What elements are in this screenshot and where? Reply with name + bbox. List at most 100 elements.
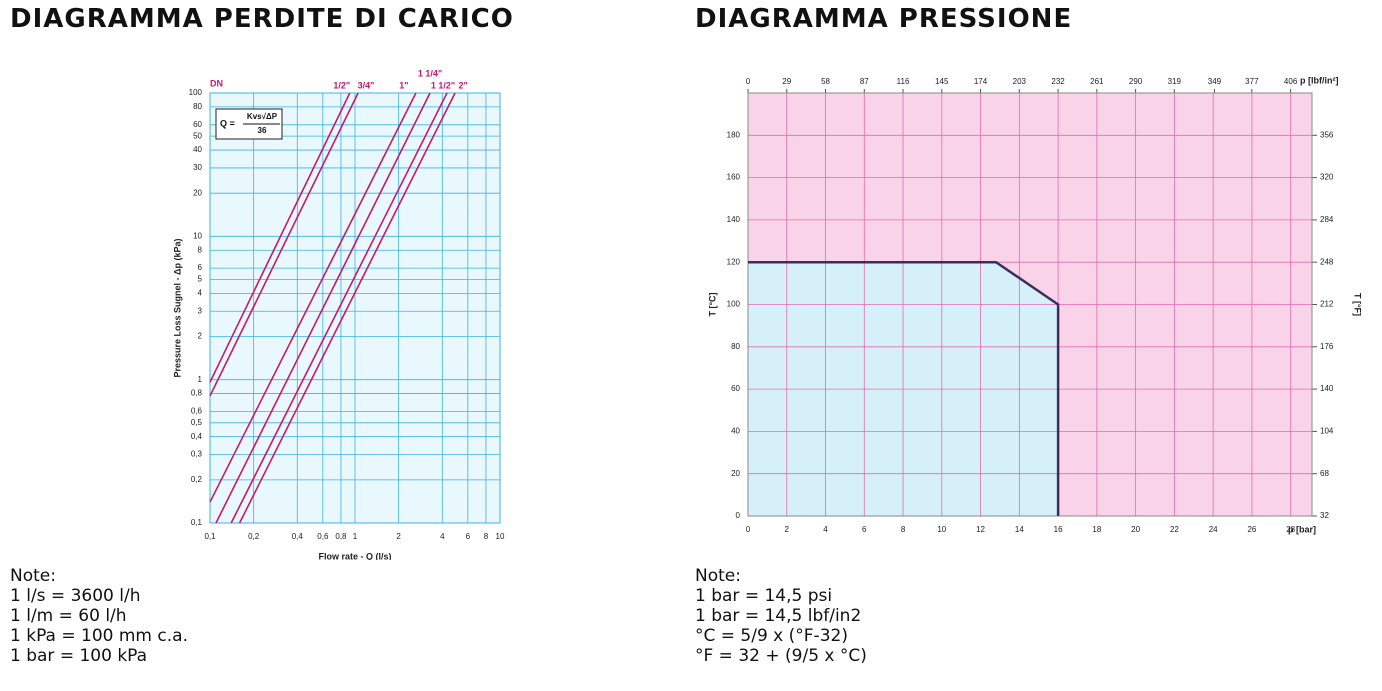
x2-tick-label: 377 bbox=[1245, 77, 1259, 86]
series-label: 1 1/4" bbox=[418, 68, 442, 78]
series-line bbox=[748, 260, 1060, 516]
y-tick-label: 100 bbox=[727, 300, 741, 309]
x2-tick-label: 58 bbox=[821, 77, 830, 86]
x2-tick-label: 349 bbox=[1208, 77, 1222, 86]
charts: 0,1 0,2 0,4 0,6 0,8 1 2 4 6 8 100,10,20,30,40,50,6… bbox=[172, 68, 1362, 560]
y2-tick-label: 32 bbox=[1320, 511, 1329, 520]
legend-title: DN bbox=[210, 78, 223, 88]
y-tick-label: 2 bbox=[198, 332, 203, 341]
x-tick-label: 10 bbox=[496, 532, 505, 541]
y2-tick-label: 356 bbox=[1320, 130, 1334, 139]
y-tick-label: 50 bbox=[193, 131, 202, 140]
x2-tick-label: 87 bbox=[860, 77, 869, 86]
formula-numerator: Kvs√ΔP bbox=[247, 112, 278, 121]
series-label: 1" bbox=[399, 80, 408, 90]
series-line bbox=[215, 92, 431, 524]
y-tick-label: 0 bbox=[736, 511, 741, 520]
series-line bbox=[209, 92, 417, 503]
y-tick-label: 80 bbox=[193, 102, 202, 111]
x-tick-label: 0,4 bbox=[292, 532, 304, 541]
y-tick-label: 1 bbox=[198, 375, 203, 384]
x-tick-label: 0,2 bbox=[248, 532, 260, 541]
y-tick-label: 60 bbox=[193, 120, 202, 129]
y-tick-label: 0,4 bbox=[191, 432, 203, 441]
x-tick-label: 4 bbox=[823, 525, 828, 534]
x-tick-label: 2 bbox=[396, 532, 401, 541]
series-label: 1/2" bbox=[333, 80, 350, 90]
x2-tick-label: 232 bbox=[1051, 77, 1065, 86]
x-tick-label: 4 bbox=[440, 532, 445, 541]
x-tick-label: 6 bbox=[466, 532, 471, 541]
x-tick-label: 1 bbox=[353, 532, 358, 541]
y-tick-label: 0,2 bbox=[191, 475, 203, 484]
x-tick-label: 12 bbox=[976, 525, 985, 534]
note-line: 1 l/m = 60 l/h bbox=[10, 606, 127, 626]
series-line bbox=[209, 92, 359, 397]
x2-tick-label: 261 bbox=[1090, 77, 1104, 86]
x2-axis-label: p [lbf/in²] bbox=[1300, 75, 1338, 85]
y-tick-label: 20 bbox=[193, 188, 202, 197]
x-axis-label: Flow rate - Q (l/s) bbox=[318, 551, 391, 560]
series-line bbox=[238, 92, 456, 524]
x2-tick-label: 203 bbox=[1013, 77, 1027, 86]
x-axis-label: p [bar] bbox=[1288, 524, 1316, 534]
x-tick-label: 22 bbox=[1170, 525, 1179, 534]
y-tick-label: 8 bbox=[198, 245, 203, 254]
x-tick-label: 0,1 bbox=[204, 532, 216, 541]
note-line: °C = 5/9 x (°F-32) bbox=[695, 626, 848, 646]
formula-lhs: Q = bbox=[220, 118, 235, 128]
x-tick-label: 24 bbox=[1209, 525, 1218, 534]
y-tick-label: 10 bbox=[193, 231, 202, 240]
x2-tick-label: 145 bbox=[935, 77, 949, 86]
series-label: 1 1/2" bbox=[431, 80, 455, 90]
y-tick-label: 4 bbox=[198, 288, 203, 297]
y-axis-label: Pressure Loss Sugnel - Δp (kPa) bbox=[172, 238, 182, 377]
y-tick-label: 180 bbox=[727, 130, 741, 139]
series-line bbox=[209, 92, 351, 383]
note-line: 1 kPa = 100 mm c.a. bbox=[10, 626, 188, 646]
series-label: 2" bbox=[458, 80, 467, 90]
y-tick-label: 30 bbox=[193, 163, 202, 172]
y-tick-label: 40 bbox=[193, 145, 202, 154]
series-label: 3/4" bbox=[358, 80, 375, 90]
x2-tick-label: 406 bbox=[1284, 77, 1298, 86]
section-title: DIAGRAMMA PERDITE DI CARICO bbox=[10, 4, 514, 34]
x-tick-label: 8 bbox=[901, 525, 906, 534]
plot-frame bbox=[747, 92, 1313, 517]
y-tick-label: 140 bbox=[727, 215, 741, 224]
x2-tick-label: 116 bbox=[897, 77, 910, 86]
x-tick-label: 26 bbox=[1247, 525, 1256, 534]
x-tick-label: 16 bbox=[1054, 525, 1063, 534]
y-tick-label: 6 bbox=[198, 263, 203, 272]
y-tick-label: 0,5 bbox=[191, 418, 203, 427]
notes: Note: 1 bar = 14,5 psi 1 bar = 14,5 lbf/… bbox=[695, 566, 867, 666]
x-tick-label: 10 bbox=[937, 525, 946, 534]
x-tick-label: 8 bbox=[484, 532, 489, 541]
y-tick-label: 40 bbox=[731, 427, 740, 436]
y-tick-label: 0,6 bbox=[191, 407, 203, 416]
y2-tick-label: 248 bbox=[1320, 257, 1334, 266]
x-tick-label: 14 bbox=[1015, 525, 1024, 534]
x2-tick-label: 319 bbox=[1168, 77, 1182, 86]
note-line: 1 l/s = 3600 l/h bbox=[10, 586, 141, 606]
y2-tick-label: 320 bbox=[1320, 173, 1334, 182]
y-tick-label: 0,1 bbox=[191, 518, 203, 527]
y-tick-label: 80 bbox=[731, 342, 740, 351]
x-tick-label: 0,8 bbox=[335, 532, 347, 541]
y-tick-label: 120 bbox=[727, 257, 741, 266]
note-line: °F = 32 + (9/5 x °C) bbox=[695, 646, 867, 666]
x-tick-label: 0,6 bbox=[317, 532, 329, 541]
y2-tick-label: 212 bbox=[1320, 300, 1334, 309]
x-tick-label: 2 bbox=[785, 525, 790, 534]
x-tick-label: 6 bbox=[862, 525, 867, 534]
x2-tick-label: 290 bbox=[1129, 77, 1143, 86]
y2-tick-label: 68 bbox=[1320, 469, 1329, 478]
y-tick-label: 100 bbox=[189, 88, 203, 97]
y2-tick-label: 284 bbox=[1320, 215, 1334, 224]
x2-tick-label: 0 bbox=[746, 77, 751, 86]
y-tick-label: 5 bbox=[198, 275, 203, 284]
y2-tick-label: 104 bbox=[1320, 427, 1334, 436]
plot-frame bbox=[209, 92, 501, 524]
series-line bbox=[230, 92, 448, 524]
